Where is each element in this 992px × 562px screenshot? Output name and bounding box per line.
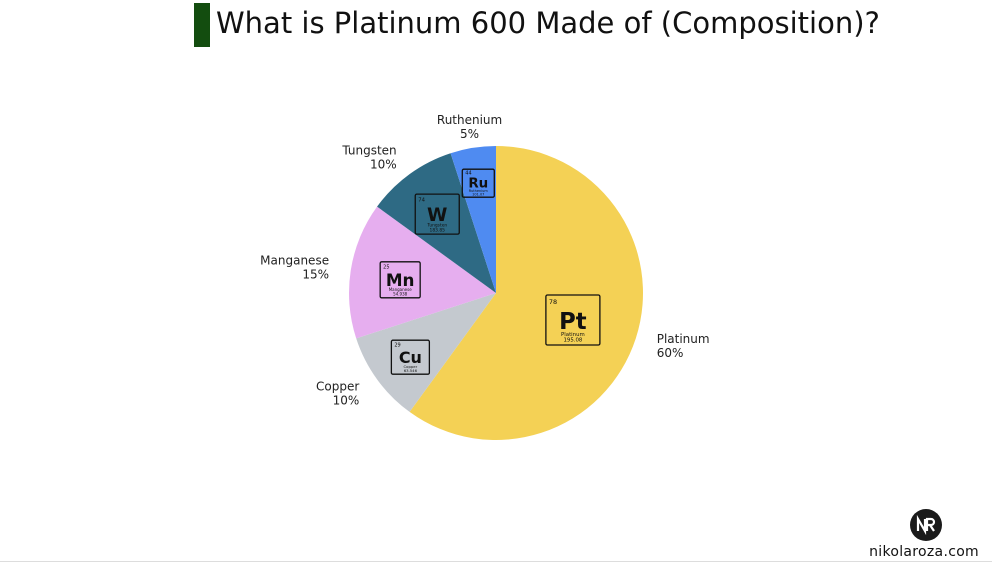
slice-percent-label: 10% [333,393,360,407]
element-symbol: Mn [386,270,415,290]
slice-percent-label: 5% [460,127,479,141]
element-mass: 195.08 [563,338,582,344]
element-mass: 63.546 [404,368,418,373]
slice-name-label: Ruthenium [437,113,502,127]
slice-name-label: Platinum [657,332,710,346]
pie-slice-platinum [409,146,643,440]
element-name: Copper [404,364,418,369]
slice-percent-label: 15% [302,268,329,282]
slice-name-label: Copper [316,379,359,393]
element-mass: 101.07 [472,192,484,196]
element-name: Tungsten [426,223,447,229]
pie-slice-manganese [349,206,496,339]
element-number: 78 [549,298,557,306]
element-number: 74 [418,198,425,204]
element-name: Manganese [389,287,413,292]
element-name: Ruthenium [469,189,489,193]
element-symbol: W [427,205,447,226]
element-name: Platinum [561,332,585,338]
element-symbol: Cu [399,348,422,367]
element-mass: 183.85 [430,227,446,233]
slice-name-label: Manganese [260,254,329,268]
element-number: 29 [394,343,400,349]
element-symbol: Pt [559,309,587,335]
element-symbol: Ru [468,177,488,192]
element-number: 44 [465,171,471,177]
nr-monogram-icon [910,509,942,541]
slice-name-label: Tungsten [341,143,396,157]
slice-percent-label: 10% [370,157,397,171]
pie-slice-copper [356,293,496,412]
title-accent-bar [194,3,210,47]
slice-percent-label: 60% [657,346,684,360]
brand-site-text: nikolaroza.com [869,544,979,560]
element-mass: 54.938 [393,291,407,296]
chart-title: What is Platinum 600 Made of (Compositio… [216,6,880,40]
element-number: 25 [383,265,389,271]
pie-slice-tungsten [377,153,496,293]
